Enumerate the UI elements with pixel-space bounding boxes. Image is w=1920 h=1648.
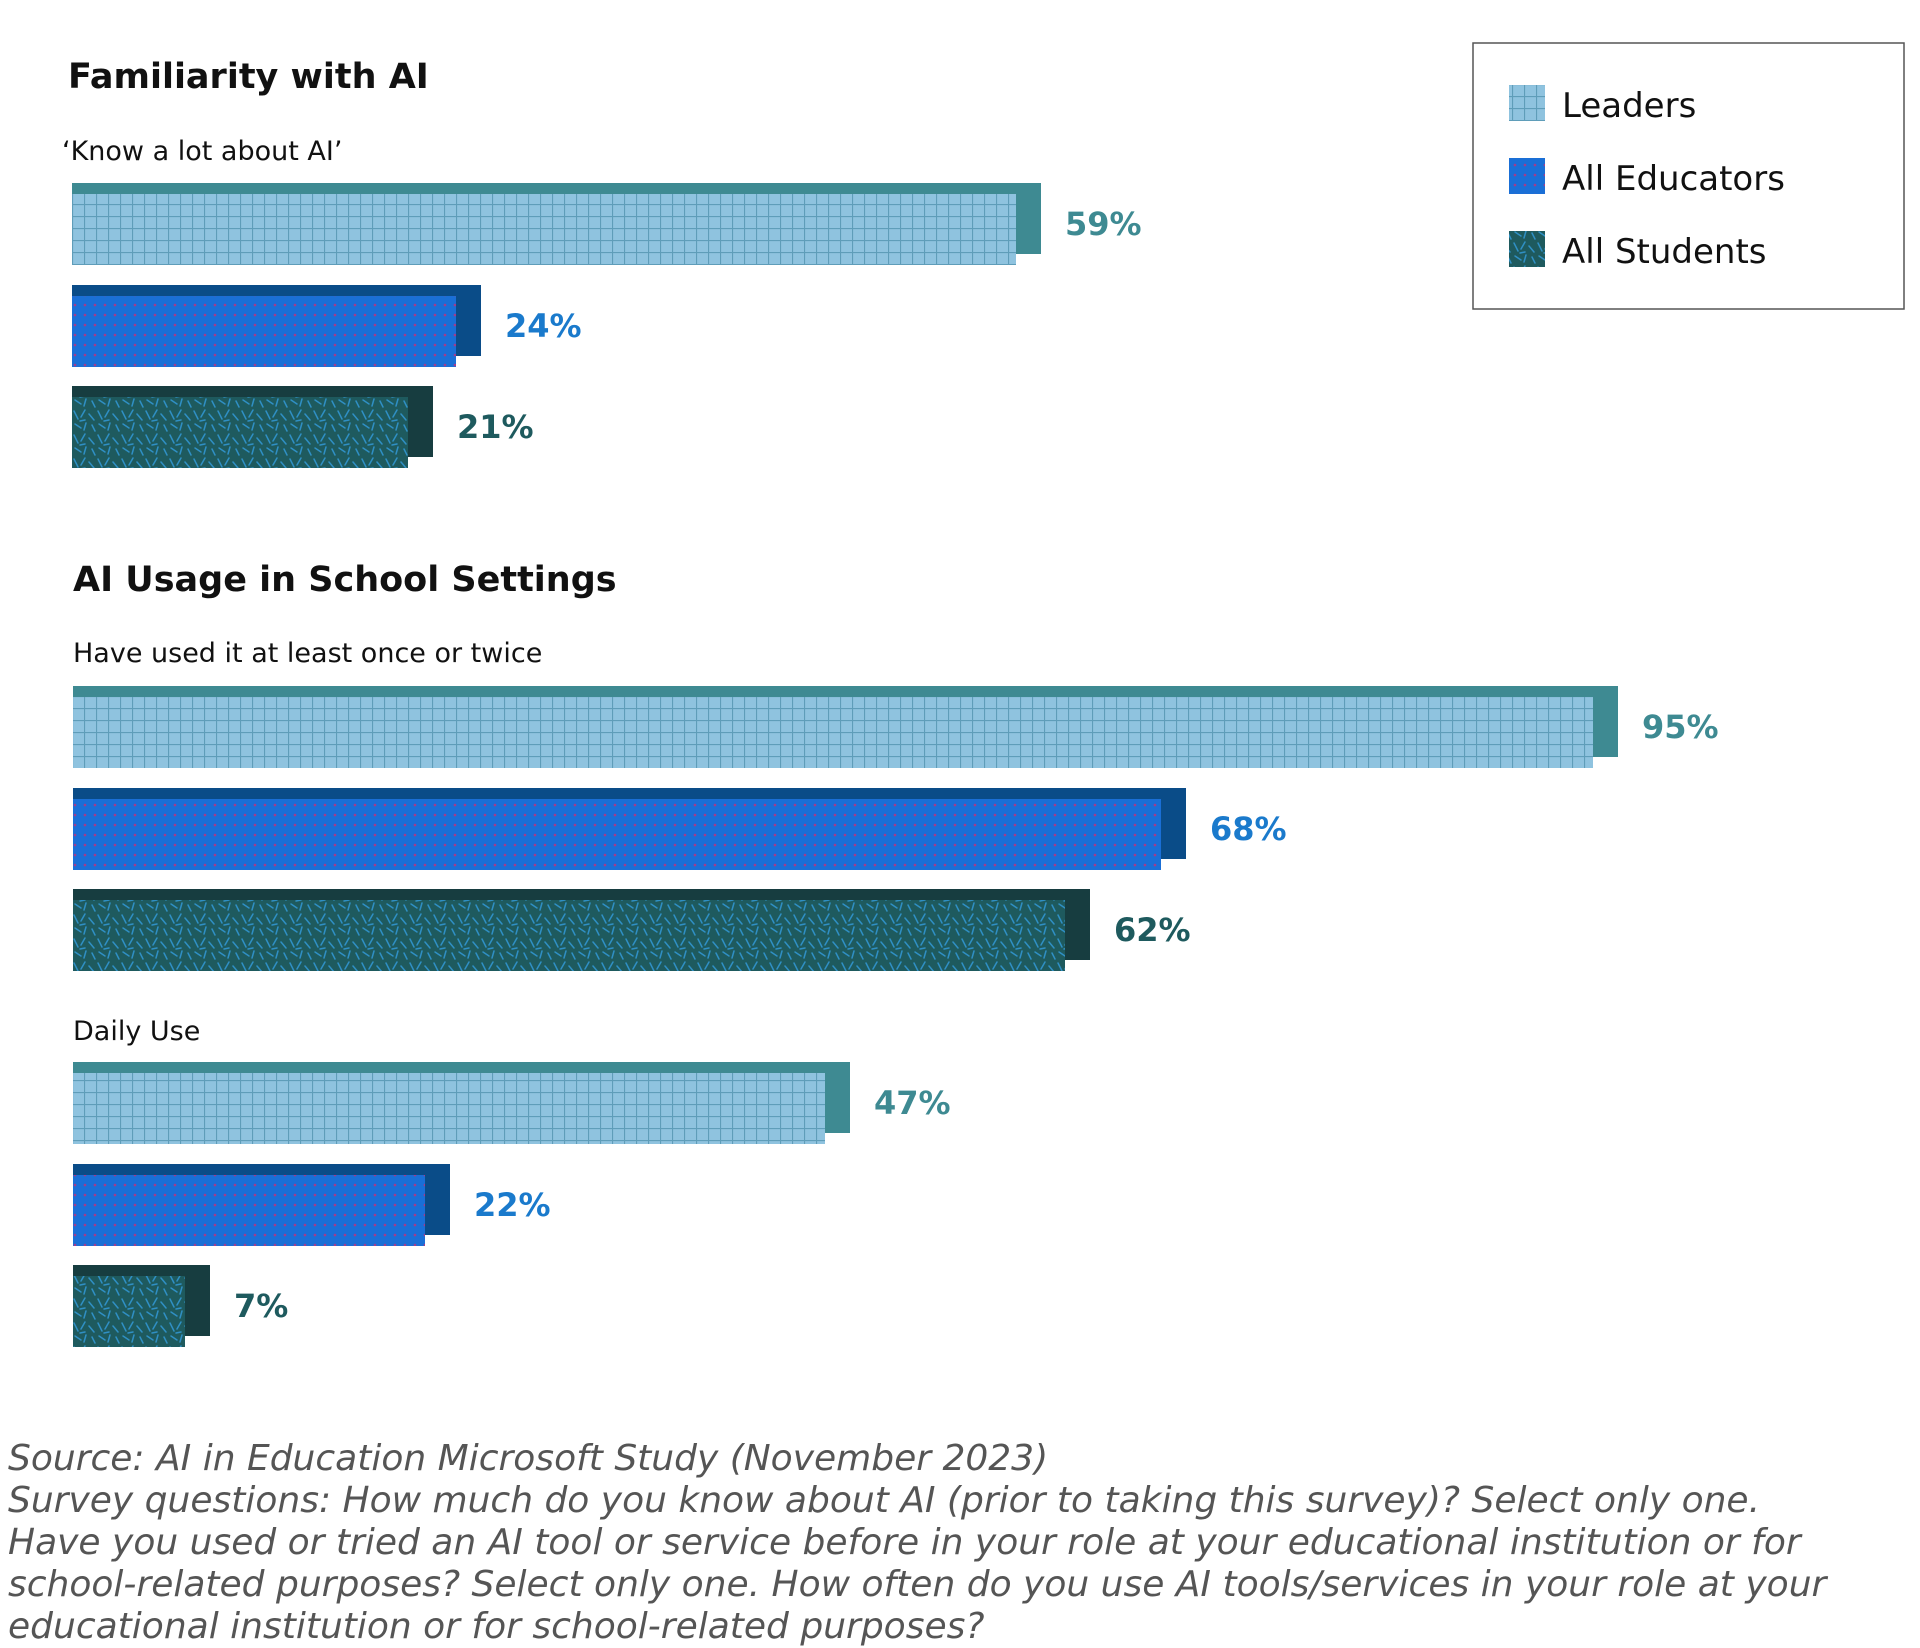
section-title-familiarity: Familiarity with AI bbox=[68, 57, 429, 97]
survey-questions-line: educational institution or for school-re… bbox=[8, 1606, 985, 1647]
value-label-leaders: 59% bbox=[1065, 205, 1142, 243]
legend-label-leaders: Leaders bbox=[1562, 86, 1696, 126]
bar-all-students bbox=[72, 397, 408, 468]
value-label-leaders: 95% bbox=[1642, 708, 1719, 746]
survey-bar-chart: Familiarity with AI ‘Know a lot about AI… bbox=[62, 42, 1905, 1347]
value-label-leaders: 47% bbox=[874, 1084, 951, 1122]
survey-questions-line: Survey questions: How much do you know a… bbox=[8, 1480, 1761, 1521]
legend-label-all-educators: All Educators bbox=[1562, 159, 1785, 199]
bars-layer: 59% 24% 21% 95% 68% 62% 47% 22% 7% bbox=[72, 183, 1719, 1347]
legend-swatch-all-students bbox=[1509, 231, 1545, 267]
bar-leaders bbox=[73, 697, 1593, 768]
bar-all-educators bbox=[72, 296, 456, 367]
group-label-know-a-lot: ‘Know a lot about AI’ bbox=[62, 136, 342, 167]
bar-all-educators bbox=[73, 1175, 425, 1246]
bar-all-students bbox=[73, 900, 1065, 971]
group-label-used-once-or-twice: Have used it at least once or twice bbox=[73, 638, 542, 669]
value-label-all-educators: 22% bbox=[474, 1186, 551, 1224]
survey-questions-line: school-related purposes? Select only one… bbox=[8, 1564, 1827, 1605]
group-label-daily-use: Daily Use bbox=[73, 1016, 200, 1047]
value-label-all-students: 62% bbox=[1114, 911, 1191, 949]
value-label-all-students: 21% bbox=[457, 408, 534, 446]
value-label-all-students: 7% bbox=[234, 1287, 288, 1325]
legend-label-all-students: All Students bbox=[1562, 232, 1767, 272]
value-label-all-educators: 24% bbox=[505, 307, 582, 345]
legend-swatch-all-educators bbox=[1509, 158, 1545, 194]
source-note: Source: AI in Education Microsoft Study … bbox=[8, 1438, 1908, 1648]
legend-swatch-leaders bbox=[1509, 85, 1545, 121]
value-label-all-educators: 68% bbox=[1210, 810, 1287, 848]
survey-questions-line: Have you used or tried an AI tool or ser… bbox=[8, 1522, 1801, 1563]
section-title-usage: AI Usage in School Settings bbox=[73, 560, 617, 600]
legend: Leaders All Educators All Students bbox=[1472, 42, 1905, 310]
bar-leaders bbox=[73, 1073, 825, 1144]
source-line: Source: AI in Education Microsoft Study … bbox=[8, 1438, 1049, 1479]
bar-all-educators bbox=[73, 799, 1161, 870]
bar-all-students bbox=[73, 1276, 185, 1347]
bar-leaders bbox=[72, 194, 1016, 265]
